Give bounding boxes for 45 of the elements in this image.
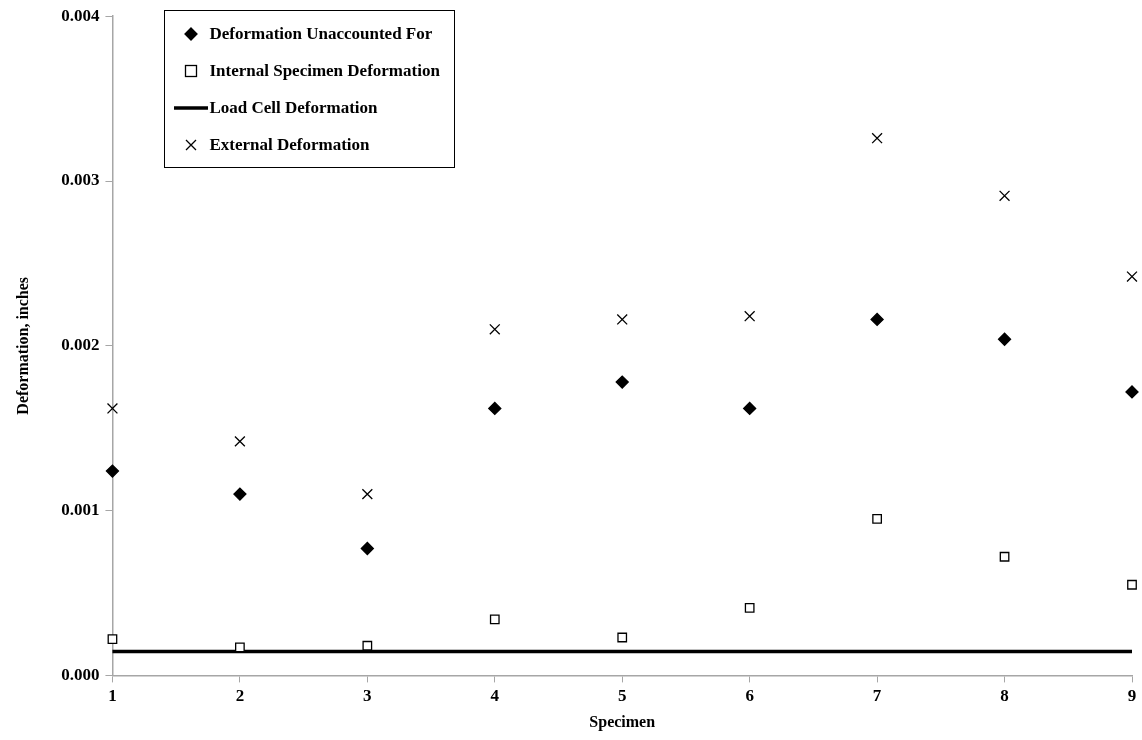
- point: [999, 551, 1010, 562]
- point: [234, 435, 246, 447]
- legend-label: Load Cell Deformation: [209, 97, 378, 118]
- legend-label: Internal Specimen Deformation: [209, 60, 440, 81]
- point: [1126, 270, 1138, 283]
- x-tick-label: 4: [490, 685, 500, 705]
- point: [870, 312, 884, 327]
- point: [362, 640, 373, 651]
- point: [743, 401, 757, 416]
- x-tick-label: 3: [363, 685, 372, 705]
- x-tick-label: 9: [1127, 685, 1137, 705]
- x-tick-label: 7: [872, 685, 882, 705]
- point: [1127, 579, 1137, 590]
- point: [998, 190, 1011, 202]
- y-tick-label: 0.003: [61, 170, 100, 190]
- x-tick-label: 8: [1000, 685, 1009, 705]
- x-tick-label: 5: [617, 685, 627, 705]
- y-tick-label: 0.004: [61, 5, 100, 25]
- point: [105, 464, 120, 478]
- point: [107, 634, 118, 645]
- point: [233, 487, 247, 501]
- point: [997, 332, 1012, 346]
- point: [616, 313, 628, 326]
- point: [871, 132, 883, 144]
- point: [489, 614, 500, 625]
- point: [361, 488, 373, 500]
- y-axis-title: Deformation, inches: [13, 276, 31, 415]
- y-tick-label: 0.001: [61, 499, 100, 519]
- x-tick-label: 6: [745, 685, 754, 705]
- point: [488, 401, 502, 416]
- point: [106, 402, 119, 415]
- legend-label: Deformation Unaccounted For: [209, 23, 433, 44]
- x-axis-title: Specimen: [589, 712, 656, 731]
- point: [744, 310, 756, 322]
- y-tick-label: 0.000: [61, 664, 100, 684]
- point: [617, 632, 628, 643]
- point: [744, 602, 755, 613]
- legend-label: External Deformation: [209, 134, 370, 155]
- point: [615, 375, 629, 389]
- point: [872, 513, 883, 524]
- point: [489, 323, 501, 335]
- x-tick-label: 1: [108, 685, 117, 705]
- x-tick-label: 2: [235, 685, 245, 705]
- point: [360, 541, 374, 556]
- y-tick-label: 0.002: [61, 335, 100, 355]
